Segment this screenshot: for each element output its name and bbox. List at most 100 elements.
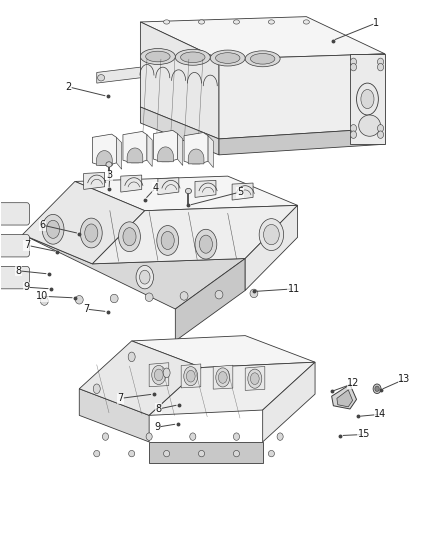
Ellipse shape xyxy=(175,49,210,65)
Ellipse shape xyxy=(210,50,245,66)
Polygon shape xyxy=(219,128,385,155)
Text: 6: 6 xyxy=(39,220,45,230)
Text: 7: 7 xyxy=(83,304,89,314)
Polygon shape xyxy=(149,363,169,386)
Ellipse shape xyxy=(163,20,170,24)
Text: 1: 1 xyxy=(373,18,379,28)
Polygon shape xyxy=(132,336,315,368)
Ellipse shape xyxy=(350,58,357,66)
Text: 11: 11 xyxy=(288,284,300,294)
Ellipse shape xyxy=(264,224,279,245)
Polygon shape xyxy=(141,107,219,155)
Ellipse shape xyxy=(128,352,135,362)
Ellipse shape xyxy=(277,433,283,440)
Ellipse shape xyxy=(106,162,112,167)
Ellipse shape xyxy=(268,450,275,457)
Ellipse shape xyxy=(157,225,179,255)
Ellipse shape xyxy=(250,289,258,297)
Ellipse shape xyxy=(216,368,230,387)
Polygon shape xyxy=(263,362,315,442)
Polygon shape xyxy=(184,133,208,164)
Ellipse shape xyxy=(187,370,195,382)
Ellipse shape xyxy=(248,369,262,388)
Polygon shape xyxy=(153,131,177,162)
Ellipse shape xyxy=(93,384,100,393)
FancyBboxPatch shape xyxy=(0,203,29,225)
Text: 7: 7 xyxy=(24,240,30,250)
FancyBboxPatch shape xyxy=(0,235,29,257)
Text: 2: 2 xyxy=(65,82,71,92)
Ellipse shape xyxy=(361,90,374,109)
Ellipse shape xyxy=(215,290,223,299)
Ellipse shape xyxy=(233,20,240,24)
Polygon shape xyxy=(158,177,179,195)
Polygon shape xyxy=(123,132,147,163)
Ellipse shape xyxy=(198,450,205,457)
Ellipse shape xyxy=(94,450,100,457)
Polygon shape xyxy=(213,365,233,389)
Polygon shape xyxy=(117,138,122,169)
Ellipse shape xyxy=(251,53,275,64)
Ellipse shape xyxy=(350,125,357,132)
Ellipse shape xyxy=(98,75,105,81)
Ellipse shape xyxy=(373,384,381,393)
Ellipse shape xyxy=(46,220,60,238)
Ellipse shape xyxy=(40,297,48,305)
Ellipse shape xyxy=(102,433,109,440)
Polygon shape xyxy=(79,341,201,415)
Text: 9: 9 xyxy=(24,282,30,292)
Ellipse shape xyxy=(190,433,196,440)
Text: 10: 10 xyxy=(36,291,48,301)
Polygon shape xyxy=(181,364,201,388)
Ellipse shape xyxy=(146,51,170,62)
Polygon shape xyxy=(96,151,112,165)
Polygon shape xyxy=(97,67,141,83)
Ellipse shape xyxy=(233,450,240,457)
Polygon shape xyxy=(208,136,213,167)
Ellipse shape xyxy=(145,293,153,302)
Polygon shape xyxy=(195,180,216,197)
Polygon shape xyxy=(149,362,315,415)
Ellipse shape xyxy=(245,51,280,67)
Text: 4: 4 xyxy=(152,183,159,193)
Ellipse shape xyxy=(136,265,153,289)
Text: 8: 8 xyxy=(15,266,21,276)
Ellipse shape xyxy=(85,224,98,242)
Polygon shape xyxy=(350,54,385,144)
Ellipse shape xyxy=(154,369,163,381)
Ellipse shape xyxy=(303,20,309,24)
Ellipse shape xyxy=(81,218,102,248)
Ellipse shape xyxy=(180,292,188,300)
Ellipse shape xyxy=(350,131,357,139)
Text: 3: 3 xyxy=(107,170,113,180)
Ellipse shape xyxy=(199,235,212,253)
Ellipse shape xyxy=(140,270,150,284)
Polygon shape xyxy=(75,176,297,211)
Ellipse shape xyxy=(75,295,83,304)
Polygon shape xyxy=(141,22,219,139)
Ellipse shape xyxy=(152,366,166,384)
Ellipse shape xyxy=(350,63,357,71)
Polygon shape xyxy=(245,205,297,290)
Ellipse shape xyxy=(251,373,259,384)
Ellipse shape xyxy=(378,131,384,139)
Polygon shape xyxy=(22,235,245,309)
Ellipse shape xyxy=(163,368,170,377)
Ellipse shape xyxy=(184,367,198,386)
Ellipse shape xyxy=(233,433,240,440)
Polygon shape xyxy=(92,205,297,264)
Ellipse shape xyxy=(185,188,191,193)
Ellipse shape xyxy=(195,229,217,259)
Polygon shape xyxy=(337,390,353,407)
Polygon shape xyxy=(232,183,253,200)
Ellipse shape xyxy=(375,386,379,391)
Ellipse shape xyxy=(119,222,141,252)
Ellipse shape xyxy=(42,214,64,244)
Ellipse shape xyxy=(198,20,205,24)
Ellipse shape xyxy=(259,219,284,251)
Ellipse shape xyxy=(268,20,275,24)
Polygon shape xyxy=(121,175,142,192)
Polygon shape xyxy=(245,367,265,390)
Ellipse shape xyxy=(359,115,381,136)
Polygon shape xyxy=(175,259,245,341)
